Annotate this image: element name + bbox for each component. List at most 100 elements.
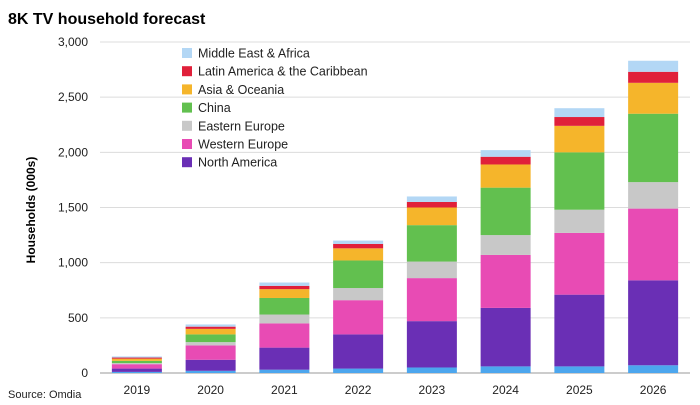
y-tick-label: 2,500 [58, 90, 88, 104]
y-tick-label: 2,000 [58, 145, 88, 159]
bar-segment-western-europe [628, 208, 679, 281]
bar-segment-asia-oceania [406, 207, 457, 226]
bar-segment-asia-oceania [628, 82, 679, 114]
bar-segment-middle-east-africa [333, 240, 384, 244]
bar-segment-latin-america-the-caribbean [554, 117, 605, 126]
bar-segment-asia-oceania [259, 289, 310, 298]
bar-segment-western-europe [111, 364, 162, 369]
bar-segment-middle-east-africa [259, 282, 310, 286]
x-tick-label: 2021 [271, 383, 298, 397]
bar-segment-base [406, 367, 457, 373]
chart-title: 8K TV household forecast [8, 11, 206, 28]
bar-segment-china [259, 297, 310, 315]
bar-segment-eastern-europe [111, 363, 162, 365]
bar-segment-western-europe [185, 345, 236, 360]
legend-label: Middle East & Africa [198, 47, 310, 61]
legend-swatch [182, 48, 192, 58]
x-ticks: 2019 2020 2021 2022 2023 2024 2025 2026 [124, 383, 667, 397]
bar-segment-latin-america-the-caribbean [111, 357, 162, 359]
bar-segment-latin-america-the-caribbean [333, 243, 384, 249]
bar-segment-base [333, 368, 384, 373]
bar-segment-base [111, 371, 162, 373]
bar-segment-north-america [185, 359, 236, 371]
bar-segment-western-europe [480, 254, 531, 308]
x-tick-label: 2019 [124, 383, 151, 397]
bar-segment-western-europe [554, 232, 605, 295]
y-axis-label: Households (000s) [24, 157, 38, 264]
legend: Middle East & Africa Latin America & the … [182, 47, 368, 170]
bar-segment-eastern-europe [480, 235, 531, 255]
bar-segment-eastern-europe [406, 261, 457, 279]
bar-segment-china [628, 113, 679, 183]
bar-segment-china [406, 225, 457, 262]
bar-segment-asia-oceania [333, 248, 384, 261]
bar-segment-china [554, 152, 605, 210]
bar-segment-eastern-europe [333, 288, 384, 301]
legend-swatch [182, 157, 192, 168]
bar-segment-north-america [554, 294, 605, 367]
bar-segment-base [259, 369, 310, 373]
bar-segment-western-europe [406, 278, 457, 322]
x-tick-label: 2020 [197, 383, 224, 397]
bar-segment-western-europe [259, 323, 310, 348]
legend-label: Western Europe [198, 138, 288, 152]
bar-segment-china [111, 360, 162, 364]
bar-segment-eastern-europe [185, 342, 236, 346]
bar-segment-base [185, 370, 236, 373]
bar-segment-eastern-europe [259, 314, 310, 324]
bar-segment-latin-america-the-caribbean [628, 71, 679, 83]
bar-segment-north-america [111, 368, 162, 372]
bar-segment-asia-oceania [480, 164, 531, 188]
bar-segment-middle-east-africa [554, 108, 605, 118]
bar-segment-middle-east-africa [111, 356, 162, 358]
bar-segment-asia-oceania [111, 358, 162, 361]
bars [111, 60, 679, 373]
x-tick-label: 2024 [492, 383, 519, 397]
bar-segment-north-america [259, 347, 310, 370]
legend-swatch [182, 139, 192, 149]
legend-swatch [182, 66, 192, 77]
bar-segment-north-america [406, 321, 457, 368]
bar-segment-north-america [480, 307, 531, 367]
bar-segment-latin-america-the-caribbean [406, 201, 457, 208]
bar-segment-latin-america-the-caribbean [185, 326, 236, 329]
bar-segment-base [480, 366, 531, 373]
bar-segment-western-europe [333, 300, 384, 335]
x-tick-label: 2025 [566, 383, 593, 397]
x-tick-label: 2026 [640, 383, 667, 397]
bar-segment-middle-east-africa [406, 196, 457, 202]
legend-swatch [182, 120, 192, 131]
bar-segment-eastern-europe [628, 182, 679, 209]
bar-segment-base [628, 365, 679, 373]
bar-segment-china [333, 260, 384, 289]
y-tick-label: 3,000 [58, 35, 88, 49]
bar-segment-middle-east-africa [185, 324, 236, 327]
bar-segment-north-america [628, 280, 679, 366]
legend-label: Eastern Europe [198, 119, 285, 133]
x-tick-label: 2022 [345, 383, 372, 397]
legend-swatch [182, 84, 192, 95]
y-tick-label: 500 [68, 311, 88, 325]
y-ticks: 0 500 1,000 1,500 2,000 2,500 3,000 [58, 35, 88, 380]
legend-label: Asia & Oceania [198, 83, 284, 97]
gridlines [100, 41, 690, 374]
bar-segment-latin-america-the-caribbean [480, 156, 531, 165]
legend-swatch [182, 102, 192, 113]
bar-segment-middle-east-africa [628, 60, 679, 72]
bar-segment-eastern-europe [554, 209, 605, 233]
bar-segment-middle-east-africa [480, 150, 531, 157]
source-note: Source: Omdia [8, 389, 82, 401]
bar-segment-north-america [333, 334, 384, 369]
y-tick-label: 0 [81, 366, 88, 380]
bar-segment-asia-oceania [185, 328, 236, 335]
y-tick-label: 1,500 [58, 201, 88, 215]
x-tick-label: 2023 [419, 383, 446, 397]
bar-segment-latin-america-the-caribbean [259, 285, 310, 290]
bar-segment-asia-oceania [554, 125, 605, 153]
legend-label: China [198, 101, 231, 115]
bar-segment-base [554, 366, 605, 373]
y-tick-label: 1,000 [58, 256, 88, 270]
legend-label: Latin America & the Caribbean [198, 65, 368, 79]
bar-segment-china [185, 334, 236, 343]
